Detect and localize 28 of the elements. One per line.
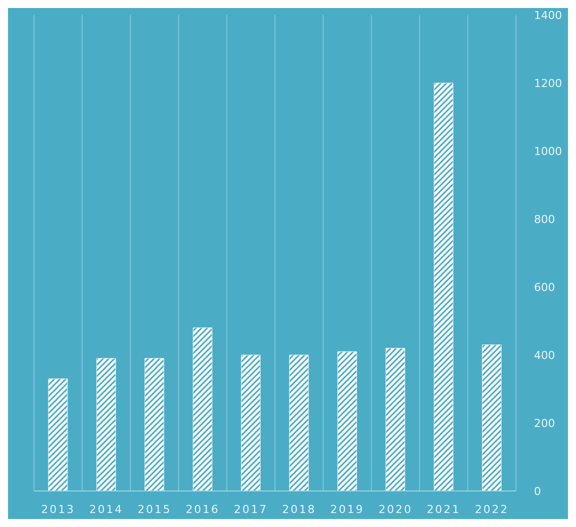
x-tick-label: 2016 [186, 502, 220, 516]
bar [434, 82, 454, 491]
y-tick-label: 0 [534, 484, 541, 498]
bar [386, 348, 406, 491]
bar [96, 358, 116, 491]
bar [144, 358, 164, 491]
bar [337, 351, 357, 491]
y-tick-label: 1200 [534, 76, 562, 90]
x-tick-label: 2015 [138, 502, 172, 516]
bar [241, 354, 261, 491]
x-tick-label: 2022 [474, 502, 509, 516]
x-tick-label: 2019 [330, 502, 364, 516]
x-tick-label: 2014 [89, 502, 124, 516]
x-tick-label: 2018 [282, 502, 316, 516]
y-tick-label: 800 [534, 212, 555, 226]
x-tick-label: 2021 [426, 502, 461, 516]
bar [289, 354, 309, 491]
y-tick-label: 400 [534, 348, 555, 362]
bar [482, 344, 502, 491]
x-tick-label: 2017 [234, 502, 268, 516]
bar [192, 328, 212, 491]
y-tick-label: 1000 [534, 144, 562, 158]
y-tick-label: 1400 [534, 8, 562, 22]
bar [48, 378, 68, 491]
x-tick-label: 2020 [378, 502, 412, 516]
y-tick-label: 200 [534, 416, 555, 430]
x-tick-label: 2013 [41, 502, 76, 516]
y-tick-label: 600 [534, 280, 555, 294]
